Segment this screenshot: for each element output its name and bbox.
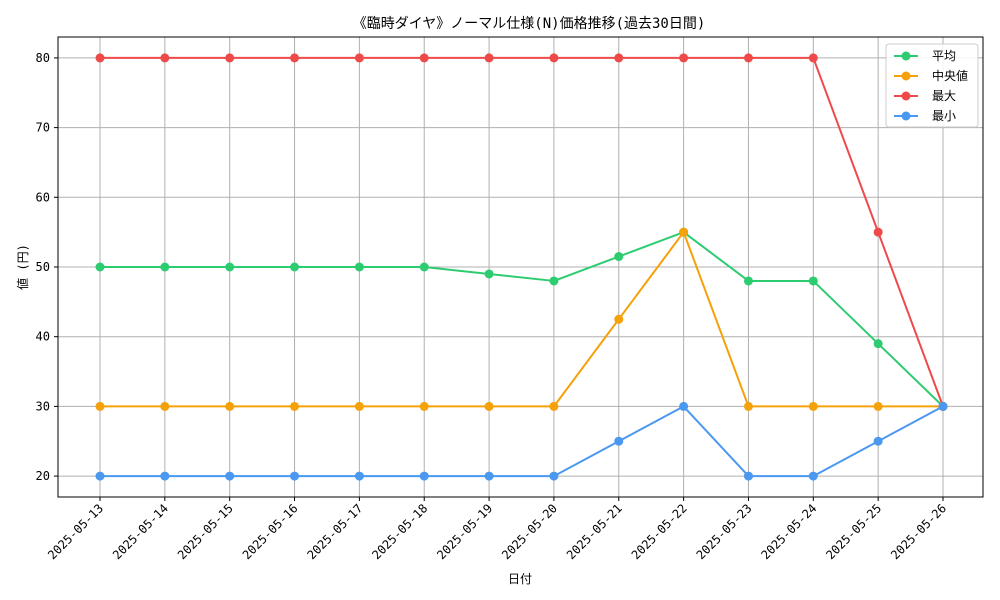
x-tick-label: 2025-05-22 [629, 501, 690, 562]
y-tick-label: 50 [36, 260, 50, 274]
data-point [354, 53, 364, 63]
data-point [808, 53, 818, 63]
data-point [95, 262, 105, 272]
legend-swatch-marker [901, 91, 911, 101]
x-tick-label: 2025-05-16 [240, 501, 301, 562]
series-1 [95, 227, 948, 411]
legend-swatch-marker [901, 51, 911, 61]
x-tick-label: 2025-05-13 [45, 501, 106, 562]
x-tick-label: 2025-05-26 [888, 501, 949, 562]
x-tick-label: 2025-05-15 [175, 501, 236, 562]
x-tick-label: 2025-05-23 [694, 501, 755, 562]
data-point [225, 262, 235, 272]
y-axis: 20 30 40 50 60 70 80 [36, 51, 58, 483]
series-line [100, 231, 944, 408]
data-point [743, 401, 753, 411]
y-tick-label: 60 [36, 190, 50, 204]
x-tick-label: 2025-05-21 [564, 501, 625, 562]
data-point [160, 401, 170, 411]
legend-label: 中央値 [932, 68, 968, 83]
legend-label: 最大 [932, 89, 956, 103]
legend-swatch-marker [901, 111, 911, 121]
data-point [614, 53, 624, 63]
data-point [95, 401, 105, 411]
data-point [160, 262, 170, 272]
data-point [95, 471, 105, 481]
series-line [100, 405, 944, 478]
data-point [808, 471, 818, 481]
series-2 [95, 53, 948, 411]
data-point [873, 227, 883, 237]
data-point [484, 53, 494, 63]
data-point [549, 53, 559, 63]
x-tick-label: 2025-05-17 [305, 501, 366, 562]
data-point [225, 53, 235, 63]
chart-title: 《臨時ダイヤ》ノーマル仕様(N)価格推移(過去30日間) [353, 16, 706, 32]
data-point [225, 401, 235, 411]
data-point [484, 471, 494, 481]
y-tick-label: 30 [36, 399, 50, 413]
x-tick-label: 2025-05-19 [434, 501, 495, 562]
data-point [743, 471, 753, 481]
data-point [614, 314, 624, 324]
legend-swatch-marker [901, 71, 911, 81]
data-point [743, 53, 753, 63]
data-point [679, 401, 689, 411]
legend-label: 平均 [932, 49, 956, 63]
data-point [419, 401, 429, 411]
data-point [290, 471, 300, 481]
data-point [549, 471, 559, 481]
data-point [679, 227, 689, 237]
x-tick-label: 2025-05-24 [758, 501, 819, 562]
data-point [614, 252, 624, 262]
data-point [549, 276, 559, 286]
x-axis-label: 日付 [508, 572, 532, 586]
data-point [354, 401, 364, 411]
data-point [873, 436, 883, 446]
data-point [873, 339, 883, 349]
y-axis-label: 値 (円) [15, 244, 30, 290]
x-tick-label: 2025-05-18 [369, 501, 430, 562]
data-point [419, 53, 429, 63]
x-tick-label: 2025-05-25 [823, 501, 884, 562]
data-point [484, 401, 494, 411]
data-point [354, 471, 364, 481]
data-point [484, 269, 494, 279]
y-tick-label: 40 [36, 330, 50, 344]
data-point [808, 276, 818, 286]
data-point [549, 401, 559, 411]
data-point [160, 53, 170, 63]
data-point [873, 401, 883, 411]
y-tick-label: 80 [36, 51, 50, 65]
data-point [419, 262, 429, 272]
series-line [100, 56, 944, 407]
legend-box [885, 43, 979, 128]
data-point [419, 471, 429, 481]
data-point [290, 401, 300, 411]
data-point [160, 471, 170, 481]
data-point [614, 436, 624, 446]
series-group [95, 53, 948, 481]
data-point [354, 262, 364, 272]
x-tick-label: 2025-05-14 [110, 501, 171, 562]
x-tick-label: 2025-05-20 [499, 501, 560, 562]
data-point [938, 401, 948, 411]
series-3 [95, 401, 948, 481]
data-point [679, 53, 689, 63]
x-axis: 2025-05-13 2025-05-14 2025-05-15 2025-05-16… [45, 497, 949, 562]
y-tick-label: 70 [36, 121, 50, 135]
data-point [743, 276, 753, 286]
series-0 [95, 227, 948, 411]
legend-label: 最小 [932, 109, 956, 123]
data-point [225, 471, 235, 481]
data-point [95, 53, 105, 63]
data-point [290, 53, 300, 63]
data-point [808, 401, 818, 411]
data-point [290, 262, 300, 272]
y-tick-label: 20 [36, 469, 50, 483]
series-line [100, 231, 943, 408]
